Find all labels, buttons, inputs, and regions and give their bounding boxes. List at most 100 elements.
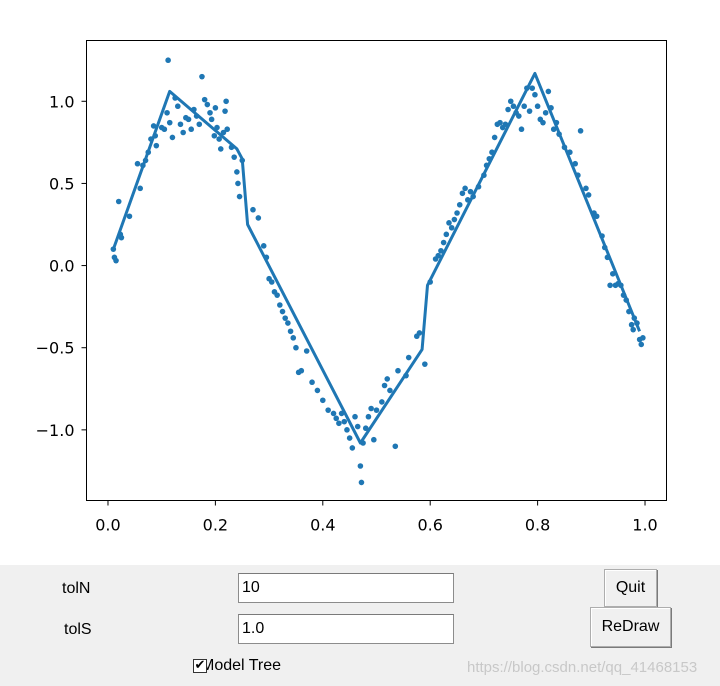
scatter-point (222, 108, 228, 114)
x-ticks: 0.0 0.2 0.4 0.6 0.8 1.0 (95, 500, 658, 535)
scatter-point (422, 361, 428, 367)
scatter-point (459, 190, 466, 197)
scatter-point (268, 279, 275, 285)
scatter-point (223, 98, 229, 105)
x-tick-label: 0.6 (417, 516, 442, 535)
scatter-point (113, 257, 119, 264)
scatter-point (314, 387, 321, 394)
scatter-point (392, 443, 399, 450)
scatter-series (110, 57, 646, 486)
scatter-point (349, 445, 356, 451)
scatter-point (365, 413, 372, 420)
scatter-point (177, 121, 184, 128)
scatter-point (505, 106, 511, 113)
scatter-point (166, 119, 173, 126)
scatter-point (211, 132, 218, 139)
scatter-point (196, 121, 203, 128)
scatter-point (526, 108, 533, 114)
scatter-point (529, 85, 536, 91)
chart: 0.0 0.2 0.4 0.6 0.8 1.0 1.0 0.5 0.0 −0.5 −1.0 (36, 40, 667, 535)
y-tick-label: −1.0 (36, 421, 75, 440)
scatter-point (368, 405, 374, 412)
scatter-point (518, 126, 525, 133)
scatter-point (534, 103, 541, 110)
y-tick-label: −0.5 (36, 339, 75, 358)
scatter-point (572, 160, 579, 167)
scatter-point (510, 103, 517, 110)
quit-button[interactable]: Quit (604, 569, 657, 607)
scatter-point (354, 423, 361, 430)
scatter-point (277, 302, 283, 308)
scatter-point (607, 282, 613, 289)
scatter-point (585, 192, 592, 198)
y-ticks: 1.0 0.5 0.0 −0.5 −1.0 (36, 92, 87, 440)
scatter-point (638, 341, 645, 348)
scatter-point (224, 126, 231, 133)
model-tree-checkbox-row[interactable]: ✔ Model Tree (193, 657, 281, 675)
tols-label: tolS (64, 621, 92, 638)
scatter-point (150, 123, 157, 129)
scatter-point (303, 348, 310, 354)
scatter-point (507, 98, 514, 105)
tols-input[interactable] (238, 614, 454, 644)
scatter-point (344, 427, 350, 433)
x-tick-label: 0.8 (525, 516, 550, 535)
scatter-point (137, 185, 144, 192)
scatter-point (208, 116, 215, 123)
scatter-point (325, 407, 331, 413)
scatter-point (217, 146, 224, 152)
scatter-point (462, 185, 468, 192)
scatter-point (204, 101, 211, 108)
scatter-point (199, 73, 205, 80)
scatter-point (454, 210, 460, 216)
x-tick-label: 0.2 (203, 516, 228, 535)
scatter-point (287, 328, 294, 335)
scatter-point (405, 354, 412, 361)
scatter-point (358, 479, 365, 486)
scatter-point (373, 407, 380, 413)
scatter-point (446, 220, 452, 226)
scatter-point (381, 382, 388, 389)
scatter-point (550, 126, 557, 133)
scatter-point (577, 128, 584, 134)
scatter-point (330, 410, 337, 417)
scatter-point (319, 397, 326, 404)
scatter-point (640, 335, 646, 341)
redraw-button[interactable]: ReDraw (590, 607, 671, 647)
scatter-point (497, 119, 503, 126)
scatter-point (395, 367, 401, 374)
scatter-point (384, 376, 391, 382)
x-tick-label: 0.4 (310, 516, 335, 535)
scatter-point (435, 252, 442, 259)
x-tick-label: 0.0 (95, 516, 120, 535)
scatter-point (161, 126, 168, 133)
scatter-point (357, 463, 364, 469)
scatter-point (545, 88, 552, 95)
model-tree-checkbox[interactable]: ✔ (193, 658, 207, 673)
scatter-point (201, 96, 208, 103)
scatter-point (443, 231, 450, 238)
fit-line-series (111, 71, 641, 445)
y-tick-label: 1.0 (49, 92, 74, 111)
scatter-point (274, 292, 280, 298)
scatter-point (451, 216, 458, 223)
scatter-point (126, 213, 133, 220)
toln-input[interactable] (238, 573, 454, 603)
scatter-point (630, 326, 637, 333)
scatter-point (532, 91, 538, 98)
scatter-point (387, 387, 393, 394)
scatter-point (542, 109, 549, 116)
fit-line (111, 71, 641, 445)
scatter-point (346, 435, 353, 441)
scatter-point (188, 126, 195, 133)
scatter-point (216, 136, 222, 142)
scatter-point (467, 188, 474, 195)
scatter-point (290, 335, 297, 341)
scatter-point (352, 413, 358, 420)
scatter-point (250, 206, 256, 213)
scatter-point (235, 180, 241, 187)
scatter-point (212, 105, 219, 111)
scatter-point (298, 367, 305, 374)
scatter-point (293, 344, 299, 351)
scatter-point (516, 113, 522, 119)
